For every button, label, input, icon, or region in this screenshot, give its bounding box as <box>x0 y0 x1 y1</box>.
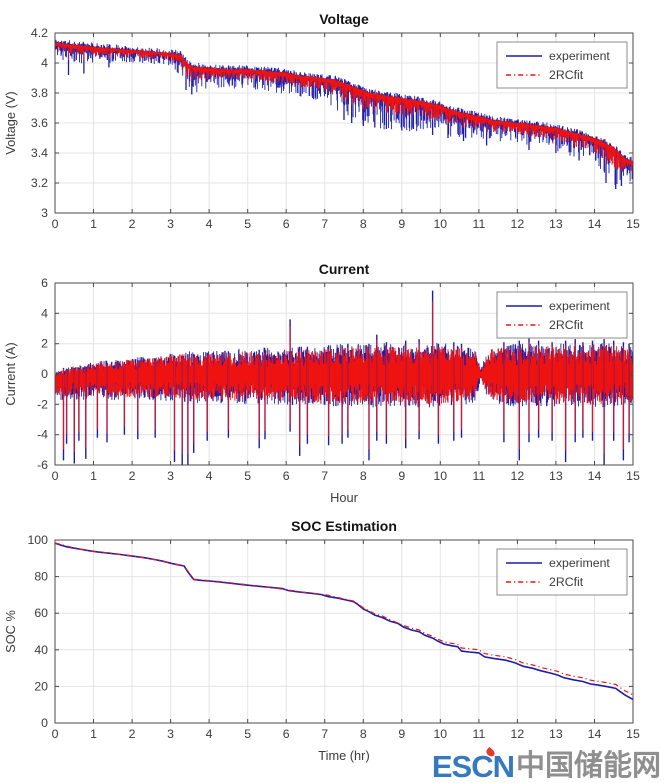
svg-text:12: 12 <box>511 217 525 231</box>
svg-text:8: 8 <box>360 217 367 231</box>
svg-text:1: 1 <box>90 469 97 483</box>
svg-text:3: 3 <box>41 206 48 220</box>
svg-text:5: 5 <box>244 469 251 483</box>
svg-text:2RCfit: 2RCfit <box>549 68 584 82</box>
svg-text:100: 100 <box>27 533 48 547</box>
svg-text:6: 6 <box>41 276 48 290</box>
current-plot-svg: 0 1 2 3 4 5 6 7 8 9 10 11 12 13 14 15-6-4-20246CurrentH… <box>3 261 640 505</box>
svg-text:-6: -6 <box>37 458 48 472</box>
svg-text:10: 10 <box>433 727 447 741</box>
svg-text:3: 3 <box>167 469 174 483</box>
svg-text:4: 4 <box>206 217 213 231</box>
svg-text:14: 14 <box>588 469 602 483</box>
svg-text:Voltage: Voltage <box>319 11 369 27</box>
svg-text:14: 14 <box>588 727 602 741</box>
soc-chart: 0 1 2 3 4 5 6 7 8 9 10 11 12 13 14 15 0 20 40 60 80 100 SOC Es… <box>0 520 664 783</box>
svg-text:13: 13 <box>549 469 563 483</box>
svg-text:2: 2 <box>41 337 48 351</box>
svg-text:Current (A): Current (A) <box>3 342 18 405</box>
svg-text:2RCfit: 2RCfit <box>549 575 584 589</box>
svg-text:3.6: 3.6 <box>31 116 48 130</box>
svg-text:2: 2 <box>129 727 136 741</box>
svg-text:6: 6 <box>283 727 290 741</box>
svg-text:10: 10 <box>433 217 447 231</box>
svg-text:11: 11 <box>473 727 486 741</box>
svg-text:Time (hr): Time (hr) <box>318 748 369 763</box>
svg-text:4: 4 <box>41 56 48 70</box>
svg-text:3.4: 3.4 <box>31 146 48 160</box>
svg-text:11: 11 <box>473 217 486 231</box>
svg-text:15: 15 <box>626 727 640 741</box>
svg-text:2RCfit: 2RCfit <box>549 318 584 332</box>
svg-text:3: 3 <box>167 727 174 741</box>
svg-text:60: 60 <box>34 606 48 620</box>
svg-text:11: 11 <box>473 469 486 483</box>
svg-text:13: 13 <box>549 217 563 231</box>
svg-text:Current: Current <box>319 261 370 277</box>
svg-text:5: 5 <box>244 727 251 741</box>
svg-text:Hour: Hour <box>330 490 358 505</box>
svg-text:4: 4 <box>206 469 213 483</box>
svg-text:14: 14 <box>588 217 602 231</box>
svg-text:0: 0 <box>52 727 59 741</box>
svg-text:experiment: experiment <box>549 299 610 313</box>
current-chart: 0 1 2 3 4 5 6 7 8 9 10 11 12 13 14 15 -6 -4 -2 0 2 4 6 Current H… <box>0 250 664 520</box>
svg-text:15: 15 <box>626 469 640 483</box>
svg-text:Voltage (V): Voltage (V) <box>3 91 18 154</box>
escn-logo-text: ESCN <box>431 746 515 783</box>
svg-text:3.8: 3.8 <box>31 86 48 100</box>
escn-logo-cjk: 中国储能网 <box>515 750 661 782</box>
svg-text:4: 4 <box>41 306 48 320</box>
svg-text:-4: -4 <box>37 428 48 442</box>
svg-text:80: 80 <box>34 570 48 584</box>
svg-text:-2: -2 <box>37 397 48 411</box>
svg-text:experiment: experiment <box>549 49 610 63</box>
svg-text:7: 7 <box>321 727 328 741</box>
svg-text:4: 4 <box>206 727 213 741</box>
svg-text:1: 1 <box>90 217 97 231</box>
svg-text:SOC %: SOC % <box>3 610 18 653</box>
svg-text:0: 0 <box>52 217 59 231</box>
svg-text:1: 1 <box>90 727 97 741</box>
svg-text:6: 6 <box>283 469 290 483</box>
svg-text:2: 2 <box>129 469 136 483</box>
voltage-chart: 0 1 2 3 4 5 6 7 8 9 10 11 12 13 14 15 3 3.2 3.4 3.6 3.8 4 4.2 V… <box>0 0 664 250</box>
svg-text:9: 9 <box>398 469 405 483</box>
svg-text:experiment: experiment <box>549 556 610 570</box>
svg-text:15: 15 <box>626 217 640 231</box>
svg-text:5: 5 <box>244 217 251 231</box>
escn-logo-latin: ESCN <box>431 749 515 783</box>
svg-text:12: 12 <box>511 469 525 483</box>
svg-text:3: 3 <box>167 217 174 231</box>
svg-text:9: 9 <box>398 217 405 231</box>
escn-watermark: ESCN 中国储能网 <box>431 746 661 783</box>
svg-text:9: 9 <box>398 727 405 741</box>
svg-text:2: 2 <box>129 217 136 231</box>
svg-text:4.2: 4.2 <box>31 26 48 40</box>
svg-text:8: 8 <box>360 469 367 483</box>
svg-text:SOC Estimation: SOC Estimation <box>291 520 397 534</box>
svg-text:7: 7 <box>321 469 328 483</box>
svg-text:10: 10 <box>433 469 447 483</box>
svg-text:20: 20 <box>34 679 48 693</box>
svg-text:6: 6 <box>283 217 290 231</box>
svg-text:8: 8 <box>360 727 367 741</box>
svg-text:12: 12 <box>511 727 525 741</box>
svg-text:40: 40 <box>34 643 48 657</box>
svg-text:7: 7 <box>321 217 328 231</box>
svg-text:0: 0 <box>52 469 59 483</box>
svg-text:0: 0 <box>41 716 48 730</box>
svg-text:0: 0 <box>41 367 48 381</box>
svg-text:13: 13 <box>549 727 563 741</box>
svg-text:3.2: 3.2 <box>31 176 48 190</box>
voltage-plot-svg: 0 1 2 3 4 5 6 7 8 9 10 11 12 13 14 1533.23.43.63.844.2V… <box>3 11 640 231</box>
